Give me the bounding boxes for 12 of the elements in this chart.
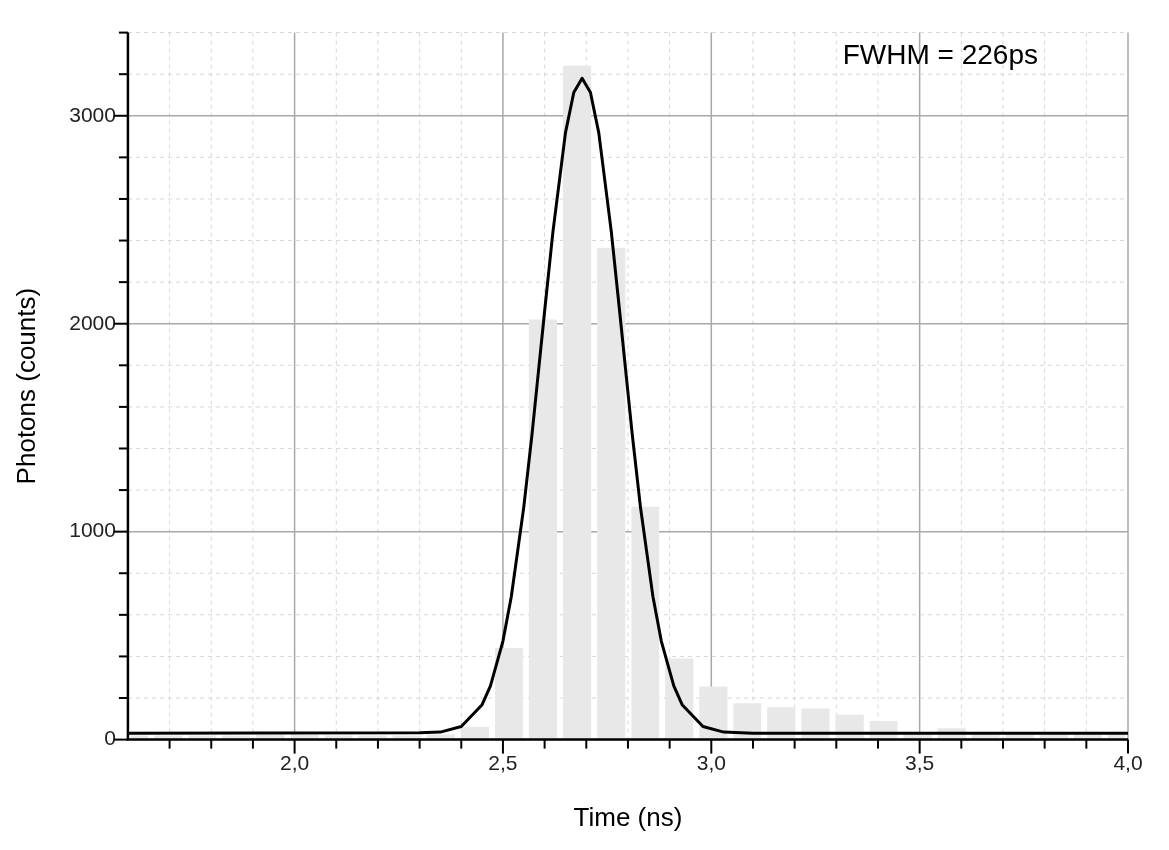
x-tick-label: 4,0: [1113, 751, 1143, 774]
y-tick-label: 3000: [69, 102, 116, 126]
y-tick-label: 2000: [69, 310, 116, 334]
x-tick-label: 3,5: [905, 751, 935, 774]
x-axis-title: Time (ns): [573, 801, 683, 832]
y-axis-title: Photons (counts): [10, 287, 41, 485]
x-tick-label: 3,0: [696, 751, 726, 774]
annotation: FWHM = 226ps: [842, 39, 1038, 71]
y-tick-label: 0: [104, 726, 116, 750]
y-tick-label: 1000: [69, 518, 116, 542]
x-tick-label: 2,5: [488, 751, 518, 774]
x-tick-label: 2,0: [280, 751, 310, 774]
